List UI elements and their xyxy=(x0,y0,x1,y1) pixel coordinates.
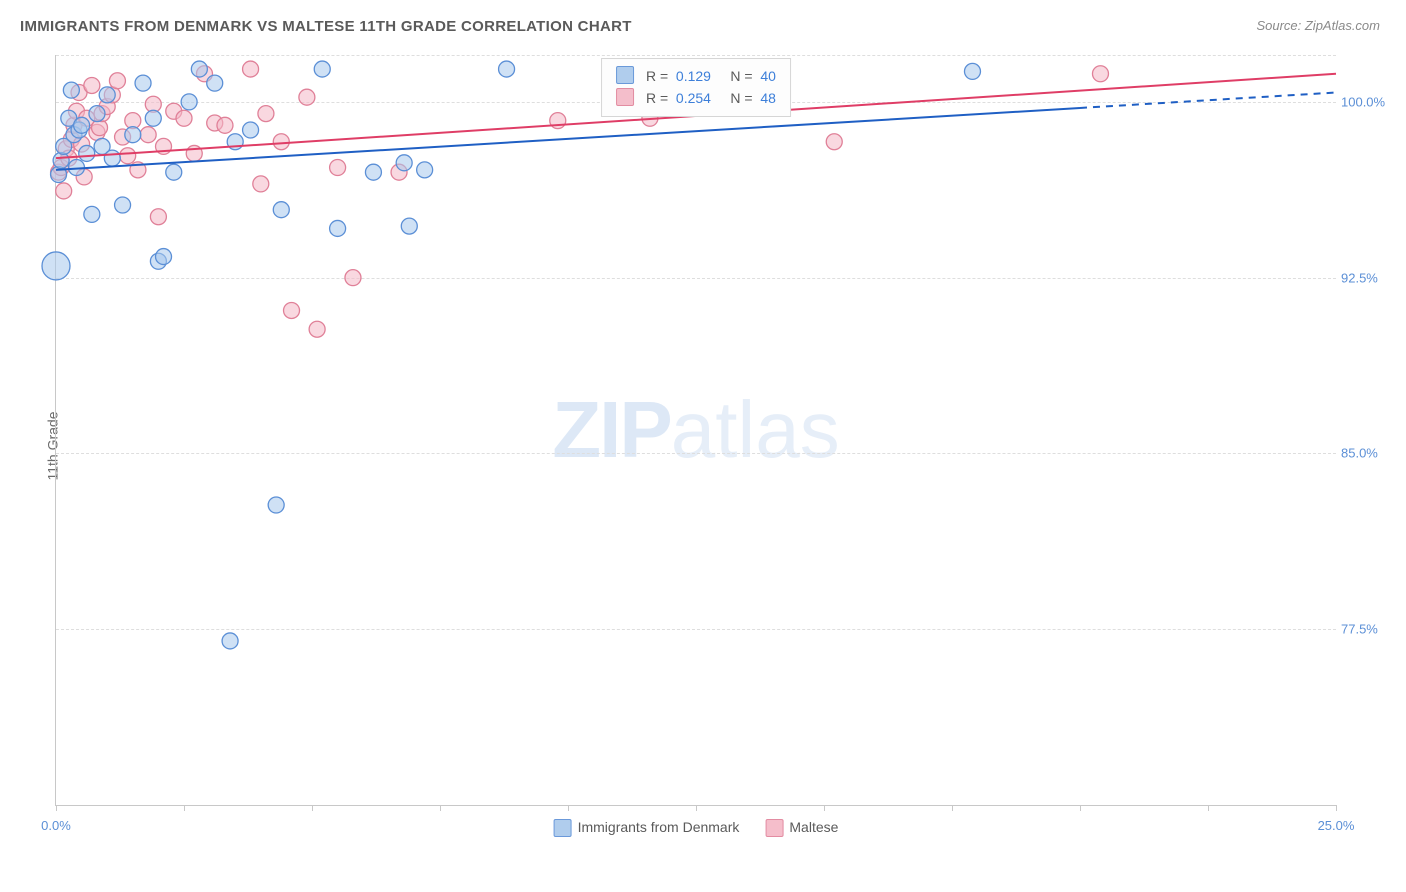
legend-label-maltese: Maltese xyxy=(789,819,838,835)
stats-legend-box: R = 0.129 N = 40 R = 0.254 N = 48 xyxy=(601,58,791,117)
scatter-point xyxy=(826,134,842,150)
stats-row-denmark: R = 0.129 N = 40 xyxy=(616,66,776,88)
r-value-denmark: 0.129 xyxy=(676,68,711,84)
swatch-denmark-icon xyxy=(554,819,572,837)
scatter-point xyxy=(166,164,182,180)
x-tick xyxy=(184,805,185,811)
swatch-denmark-icon xyxy=(616,66,634,84)
scatter-point xyxy=(417,162,433,178)
scatter-point xyxy=(284,302,300,318)
r-value-maltese: 0.254 xyxy=(676,90,711,106)
scatter-point xyxy=(365,164,381,180)
scatter-point xyxy=(156,249,172,265)
scatter-point xyxy=(258,106,274,122)
r-label-denmark: R = xyxy=(646,68,668,84)
r-label-maltese: R = xyxy=(646,90,668,106)
scatter-point xyxy=(109,73,125,89)
legend-item-denmark: Immigrants from Denmark xyxy=(554,819,740,837)
scatter-point xyxy=(345,270,361,286)
scatter-point xyxy=(499,61,515,77)
x-tick xyxy=(1080,805,1081,811)
x-tick xyxy=(1208,805,1209,811)
y-tick-label: 92.5% xyxy=(1341,270,1396,285)
x-tick xyxy=(1336,805,1337,811)
scatter-point xyxy=(396,155,412,171)
chart-title: IMMIGRANTS FROM DENMARK VS MALTESE 11TH … xyxy=(20,18,632,35)
x-tick xyxy=(824,805,825,811)
y-tick-label: 100.0% xyxy=(1341,94,1396,109)
swatch-maltese-icon xyxy=(616,88,634,106)
source-name: ZipAtlas.com xyxy=(1305,18,1380,33)
x-tick xyxy=(440,805,441,811)
x-tick xyxy=(696,805,697,811)
scatter-point xyxy=(89,106,105,122)
x-tick-label: 0.0% xyxy=(41,818,71,833)
x-tick xyxy=(56,805,57,811)
scatter-point xyxy=(135,75,151,91)
scatter-point xyxy=(42,252,70,280)
scatter-point xyxy=(84,206,100,222)
legend-bottom: Immigrants from Denmark Maltese xyxy=(554,819,839,837)
scatter-point xyxy=(222,633,238,649)
scatter-point xyxy=(92,120,108,136)
scatter-point xyxy=(243,61,259,77)
n-label-denmark: N = xyxy=(730,68,752,84)
scatter-point xyxy=(125,127,141,143)
scatter-point xyxy=(53,152,69,168)
scatter-point xyxy=(273,134,289,150)
stats-row-maltese: R = 0.254 N = 48 xyxy=(616,88,776,110)
scatter-point xyxy=(268,497,284,513)
scatter-point xyxy=(104,150,120,166)
scatter-point xyxy=(273,202,289,218)
x-tick-label: 25.0% xyxy=(1318,818,1355,833)
scatter-point xyxy=(309,321,325,337)
scatter-point xyxy=(207,75,223,91)
plot-area: ZIPatlas 77.5%85.0%92.5%100.0% R = 0.129… xyxy=(55,55,1336,806)
scatter-point xyxy=(330,220,346,236)
scatter-point xyxy=(253,176,269,192)
scatter-point xyxy=(56,183,72,199)
scatter-point xyxy=(84,77,100,93)
scatter-point xyxy=(120,148,136,164)
source-label: Source: xyxy=(1256,18,1304,33)
scatter-point xyxy=(964,63,980,79)
scatter-point xyxy=(217,117,233,133)
plot-svg xyxy=(56,55,1336,805)
scatter-point xyxy=(145,110,161,126)
x-tick xyxy=(568,805,569,811)
x-tick xyxy=(952,805,953,811)
trend-line-dashed xyxy=(1080,93,1336,108)
scatter-point xyxy=(191,61,207,77)
scatter-point xyxy=(63,82,79,98)
n-value-denmark: 40 xyxy=(760,68,776,84)
y-tick-label: 77.5% xyxy=(1341,622,1396,637)
n-label-maltese: N = xyxy=(730,90,752,106)
scatter-point xyxy=(181,94,197,110)
scatter-point xyxy=(99,87,115,103)
scatter-point xyxy=(243,122,259,138)
swatch-maltese-icon xyxy=(765,819,783,837)
scatter-point xyxy=(140,127,156,143)
scatter-point xyxy=(176,110,192,126)
scatter-point xyxy=(314,61,330,77)
legend-item-maltese: Maltese xyxy=(765,819,838,837)
scatter-point xyxy=(1092,66,1108,82)
legend-label-denmark: Immigrants from Denmark xyxy=(578,819,740,835)
x-tick xyxy=(312,805,313,811)
scatter-point xyxy=(79,145,95,161)
y-tick-label: 85.0% xyxy=(1341,446,1396,461)
scatter-point xyxy=(115,197,131,213)
scatter-point xyxy=(299,89,315,105)
scatter-point xyxy=(330,160,346,176)
n-value-maltese: 48 xyxy=(760,90,776,106)
scatter-point xyxy=(150,209,166,225)
scatter-point xyxy=(401,218,417,234)
source-attribution: Source: ZipAtlas.com xyxy=(1256,18,1380,33)
scatter-point xyxy=(74,117,90,133)
